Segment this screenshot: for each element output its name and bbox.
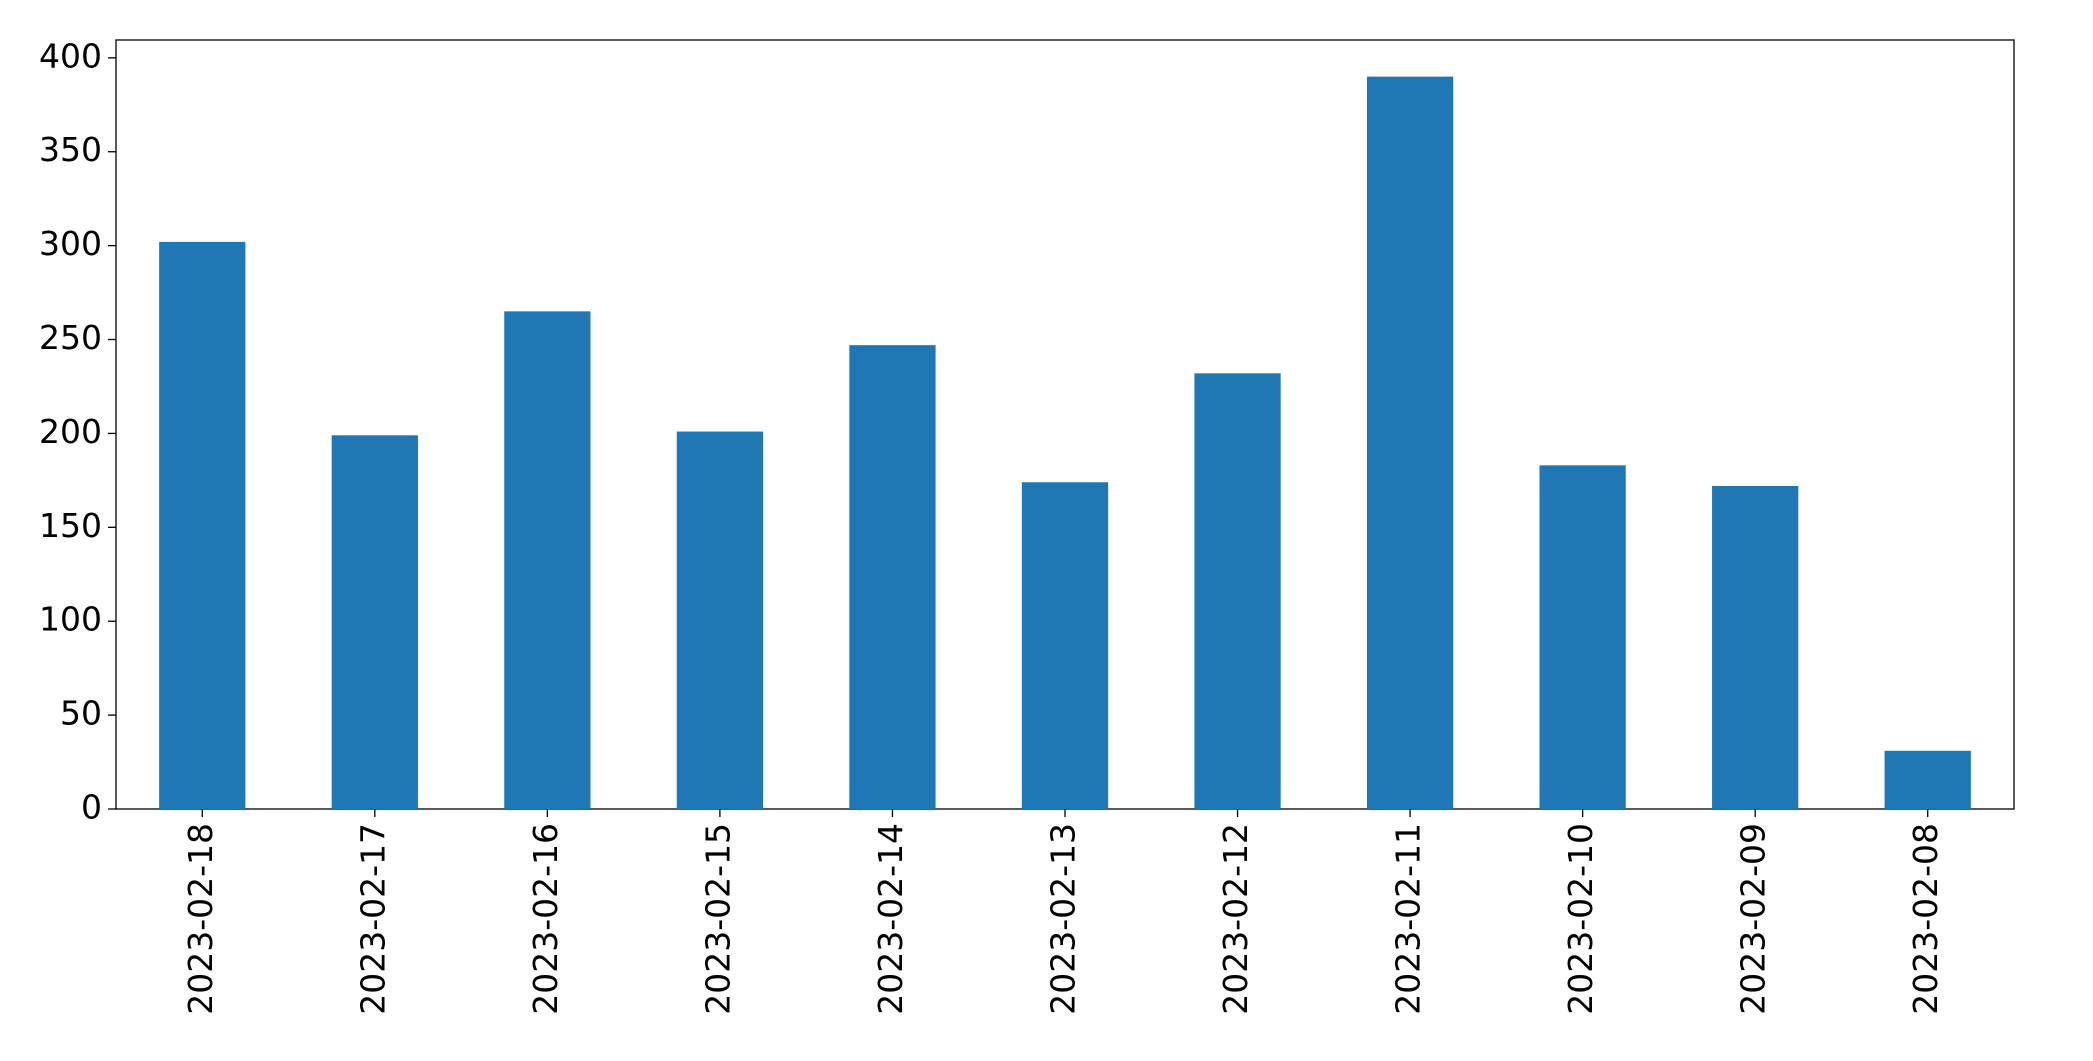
bar (331, 435, 418, 809)
x-tick-label: 2023-02-18 (181, 823, 220, 1015)
y-tick-label: 300 (39, 224, 102, 263)
x-tick-label: 2023-02-14 (871, 823, 910, 1015)
bar (676, 431, 764, 809)
x-tick-label: 2023-02-08 (1906, 823, 1945, 1015)
x-tick-label: 2023-02-16 (526, 823, 565, 1015)
bar (1021, 482, 1109, 809)
y-tick-label: 50 (60, 694, 102, 733)
y-tick-label: 0 (81, 788, 102, 827)
y-tick-label: 100 (39, 600, 102, 639)
y-tick-label: 350 (39, 130, 102, 169)
x-tick-label: 2023-02-10 (1561, 823, 1600, 1015)
y-tick-label: 150 (39, 506, 102, 545)
x-tick-label: 2023-02-12 (1216, 823, 1255, 1015)
bar (1366, 76, 1454, 810)
x-tick-label: 2023-02-09 (1734, 823, 1773, 1015)
x-tick-label: 2023-02-17 (353, 823, 392, 1015)
bar (504, 311, 591, 809)
bar (1884, 750, 1971, 809)
x-tick-label: 2023-02-13 (1044, 823, 1083, 1015)
bar (1712, 486, 1799, 809)
y-tick-label: 400 (39, 36, 102, 75)
x-tick-label: 2023-02-11 (1389, 823, 1428, 1015)
x-tick-label: 2023-02-15 (698, 823, 737, 1015)
bar (159, 241, 246, 809)
y-tick-label: 250 (39, 318, 102, 357)
bar (1539, 465, 1626, 809)
y-tick-label: 200 (39, 412, 102, 451)
bar (1194, 373, 1281, 809)
bar (849, 345, 936, 809)
